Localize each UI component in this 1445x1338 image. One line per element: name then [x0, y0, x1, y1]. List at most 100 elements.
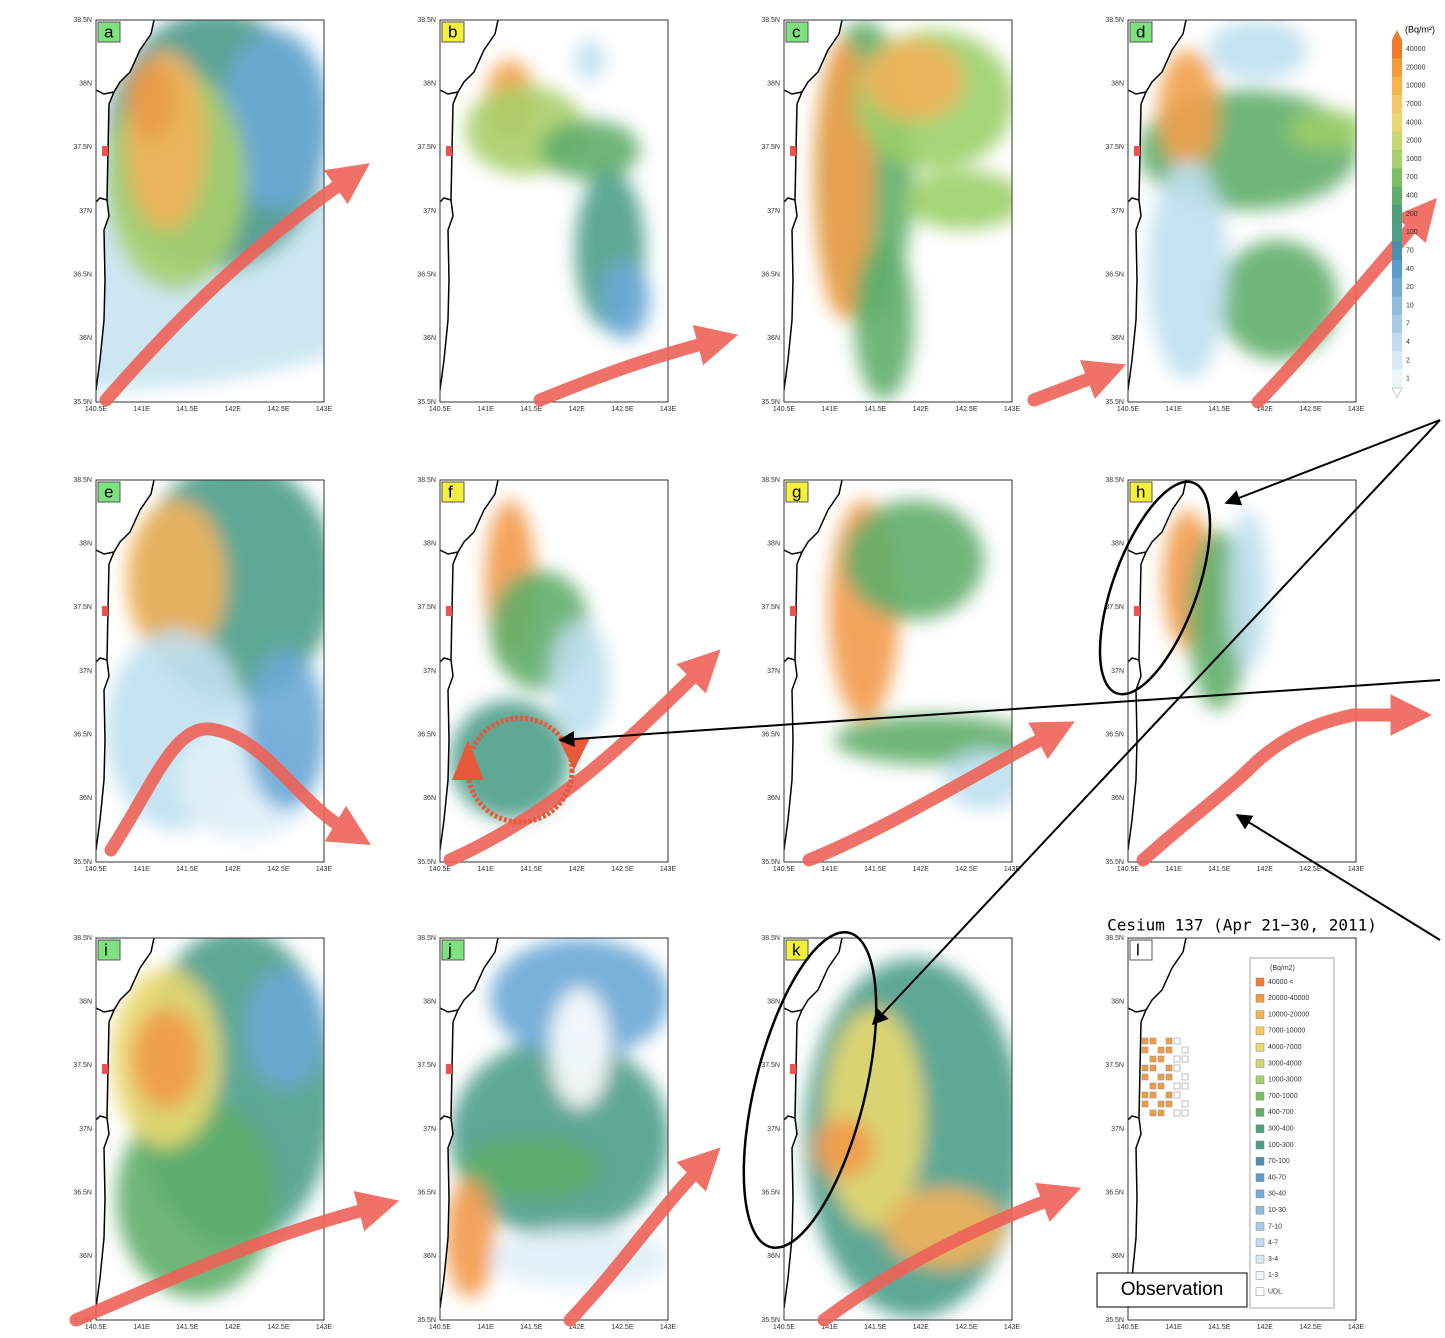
- lat-label: 38N: [423, 541, 436, 548]
- plume: [1158, 50, 1218, 170]
- lat-label: 36N: [1111, 1253, 1124, 1260]
- plume: [550, 988, 610, 1108]
- lon-label: 140.5E: [85, 406, 108, 413]
- observation-site: [1166, 1074, 1172, 1080]
- colorbar-cap: [1392, 30, 1402, 40]
- lon-label: 142E: [225, 406, 242, 413]
- lat-label: 36N: [423, 335, 436, 342]
- observation-site: [1150, 1083, 1156, 1089]
- caption: Observation: [1121, 1279, 1223, 1300]
- power-plant: [790, 1064, 796, 1074]
- colorbar-label: 40000: [1406, 46, 1426, 53]
- legend-swatch: [1256, 1288, 1264, 1296]
- colorbar-label: 10: [1406, 302, 1414, 309]
- lon-label: 140.5E: [85, 866, 108, 873]
- lon-label: 142E: [913, 1324, 930, 1331]
- map-panel: b38.5N38N37.5N37N36.5N36N35.5N140.5E141E…: [417, 17, 710, 413]
- plume: [904, 170, 1024, 230]
- observation-site: [1142, 1038, 1148, 1044]
- lat-label: 37.5N: [73, 144, 92, 151]
- observation-site: [1142, 1065, 1148, 1071]
- concentration-field: [111, 928, 336, 1298]
- power-plant: [790, 606, 796, 616]
- lat-label: 36.5N: [1105, 272, 1124, 279]
- map-field: [1128, 938, 1188, 1320]
- legend-label: 4000-7000: [1268, 1044, 1302, 1051]
- lat-label: 36N: [1111, 795, 1124, 802]
- observation-site: [1142, 1047, 1148, 1053]
- lat-label: 38.5N: [1105, 17, 1124, 24]
- plume: [126, 60, 176, 140]
- lat-label: 36N: [79, 795, 92, 802]
- lon-label: 140.5E: [1117, 406, 1140, 413]
- plume: [575, 40, 605, 80]
- observation-site: [1142, 1092, 1148, 1098]
- lat-label: 36N: [79, 1253, 92, 1260]
- power-plant: [102, 1064, 108, 1074]
- lat-label: 35.5N: [761, 1317, 780, 1324]
- legend-label: 10000-20000: [1268, 1011, 1309, 1018]
- colorbar-label: 400: [1406, 193, 1418, 200]
- concentration-field: [0, 10, 426, 390]
- lon-label: 141.5E: [864, 406, 887, 413]
- legend-label: 40-70: [1268, 1174, 1286, 1181]
- lat-label: 35.5N: [417, 399, 436, 406]
- lon-label: 142E: [569, 406, 586, 413]
- obs-legend: (Bq/m2)40000 <20000-4000010000-200007000…: [1250, 958, 1334, 1308]
- lat-label: 36.5N: [1105, 1190, 1124, 1197]
- lat-label: 36N: [767, 335, 780, 342]
- lat-label: 37.5N: [417, 144, 436, 151]
- observation-site: [1150, 1110, 1156, 1116]
- map-panel: h38.5N38N37.5N37N36.5N36N35.5N140.5E141E…: [1105, 477, 1403, 873]
- lon-label: 141.5E: [1208, 866, 1231, 873]
- map-panel: e38.5N38N37.5N37N36.5N36N35.5N140.5E141E…: [73, 460, 346, 873]
- plume: [540, 120, 640, 180]
- lat-label: 38.5N: [1105, 935, 1124, 942]
- observation-site: [1166, 1038, 1172, 1044]
- colorbar-label: 700: [1406, 174, 1418, 181]
- lat-label: 35.5N: [1105, 1317, 1124, 1324]
- lat-label: 38N: [767, 81, 780, 88]
- power-plant: [446, 606, 452, 616]
- lon-label: 141.5E: [520, 866, 543, 873]
- colorbar-band: [1392, 205, 1402, 224]
- lon-label: 142.5E: [611, 406, 634, 413]
- lat-label: 37.5N: [1105, 604, 1124, 611]
- lat-label: 38N: [423, 81, 436, 88]
- legend-swatch: [1256, 1108, 1264, 1116]
- panel-label: c: [792, 22, 801, 41]
- observation-site: [1182, 1110, 1188, 1116]
- lon-label: 141E: [133, 406, 150, 413]
- lat-label: 38N: [79, 999, 92, 1006]
- colorbar-cap: [1392, 388, 1402, 398]
- colorbar-label: 4000: [1406, 119, 1422, 126]
- observation-site: [1166, 1101, 1172, 1107]
- lat-label: 37.5N: [761, 604, 780, 611]
- legend-label: 30-40: [1268, 1191, 1286, 1198]
- lon-label: 143E: [1004, 406, 1021, 413]
- colorbar-band: [1392, 77, 1402, 96]
- lat-label: 38.5N: [73, 477, 92, 484]
- plume: [550, 620, 610, 740]
- observation-site: [1142, 1101, 1148, 1107]
- lon-label: 141E: [1165, 866, 1182, 873]
- lon-label: 141.5E: [176, 1324, 199, 1331]
- lon-label: 143E: [316, 866, 333, 873]
- lat-label: 38.5N: [761, 17, 780, 24]
- lat-label: 36N: [1111, 335, 1124, 342]
- map-field: [440, 20, 650, 402]
- panel-label: i: [104, 940, 108, 959]
- lon-label: 142E: [225, 866, 242, 873]
- colorbar-band: [1392, 132, 1402, 151]
- colorbar-band: [1392, 241, 1402, 260]
- legend-swatch: [1256, 1027, 1264, 1035]
- lon-label: 142E: [1257, 866, 1274, 873]
- lon-label: 141E: [477, 866, 494, 873]
- plume: [445, 1178, 495, 1298]
- legend-swatch: [1256, 1223, 1264, 1231]
- legend-swatch: [1256, 1239, 1264, 1247]
- observation-site: [1166, 1047, 1172, 1053]
- map-panel: k38.5N38N37.5N37N36.5N36N35.5N140.5E141E…: [761, 935, 1054, 1331]
- lon-label: 143E: [660, 406, 677, 413]
- figure: a38.5N38N37.5N37N36.5N36N35.5N140.5E141E…: [0, 0, 1445, 1338]
